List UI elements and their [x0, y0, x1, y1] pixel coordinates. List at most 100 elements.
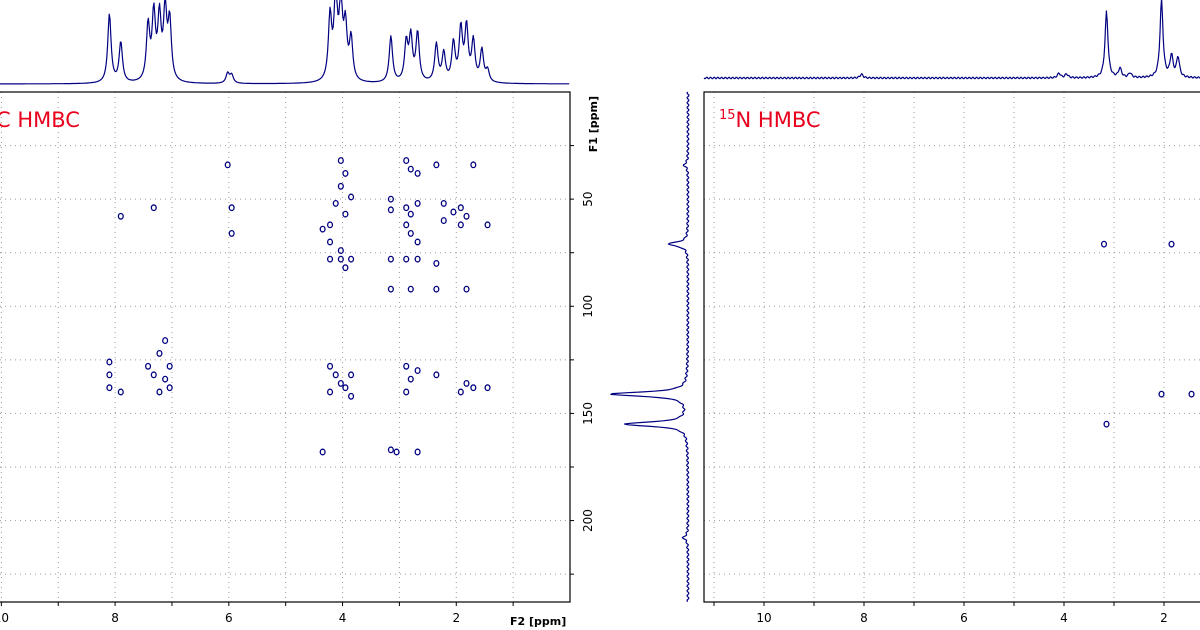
x-tick-label: 2 [452, 611, 460, 625]
cross-peak [1168, 240, 1175, 248]
y-axis-label-c: F1 [ppm] [587, 96, 600, 152]
x-tick-label: 2 [1160, 611, 1168, 625]
cross-peak [433, 371, 440, 379]
cross-peak [414, 255, 421, 263]
cross-peak [403, 204, 410, 212]
cross-peak [407, 375, 414, 383]
cross-peak [414, 199, 421, 207]
cross-peak [106, 358, 113, 366]
y-tick-label: 150 [581, 402, 595, 425]
cross-peak [319, 225, 326, 233]
cross-peak [403, 255, 410, 263]
x-axis-label-c: F2 [ppm] [510, 615, 566, 628]
cross-peak [337, 255, 344, 263]
cross-peak [407, 210, 414, 218]
cross-peak [414, 448, 421, 456]
chart-15n-hmbc: 10 8 6 4 2 15N HMBC [610, 0, 1200, 625]
cross-peak [337, 247, 344, 255]
plot-frame-n [703, 91, 1200, 603]
proton-projection-c [0, 0, 570, 85]
cross-peak [106, 384, 113, 392]
x-tick-label: 8 [111, 611, 119, 625]
cross-peak [166, 362, 173, 370]
cross-peak [1188, 390, 1195, 398]
cross-peaks-n [1100, 240, 1195, 428]
cross-peak [337, 182, 344, 190]
x-axis-n: 10 8 6 4 2 [713, 602, 1168, 625]
cross-peaks-c [106, 157, 491, 456]
cross-peak [145, 362, 152, 370]
cross-peak [440, 217, 447, 225]
cross-peak [348, 392, 355, 400]
cross-peak [387, 285, 394, 293]
cross-peak [1158, 390, 1165, 398]
cross-peak [403, 221, 410, 229]
cross-peak [162, 337, 169, 345]
cross-peak [326, 362, 334, 370]
cross-peak [326, 221, 334, 229]
cross-peak [224, 161, 231, 169]
cross-peak [387, 195, 394, 203]
cross-peak [106, 371, 113, 379]
cross-peak [117, 212, 124, 220]
cross-peak [332, 371, 339, 379]
cross-peak [393, 448, 400, 456]
cross-peak [337, 157, 344, 165]
cross-peak [228, 229, 235, 237]
chart-title-main-n: N HMBC [736, 108, 821, 132]
cross-peak [326, 238, 334, 246]
cross-peak [348, 193, 355, 201]
x-tick-label: 8 [860, 611, 868, 625]
cross-peak [433, 285, 440, 293]
x-tick-label: 4 [1060, 611, 1068, 625]
cross-peak [463, 212, 470, 220]
x-tick-label: 6 [960, 611, 968, 625]
cross-peak [342, 210, 349, 218]
cross-peak [117, 388, 124, 396]
cross-peak [342, 169, 349, 177]
plot-frame-c [0, 91, 571, 603]
x-axis-c: 10 8 6 4 2 [0, 602, 514, 625]
cross-peak [1103, 420, 1110, 428]
y-tick-label: 200 [581, 509, 595, 532]
cross-peak [457, 221, 464, 229]
cross-peak [166, 384, 173, 392]
cross-peak [326, 255, 334, 263]
cross-peak [337, 379, 344, 387]
cross-peak [407, 229, 414, 237]
cross-peak [440, 199, 447, 207]
y-tick-label: 50 [581, 192, 595, 207]
cross-peak [342, 384, 349, 392]
cross-peak [156, 388, 163, 396]
nitrogen-projection-n [610, 91, 690, 602]
cross-peak [319, 448, 326, 456]
cross-peak [150, 371, 157, 379]
grid-n [704, 92, 1200, 602]
x-tick-label: 4 [339, 611, 347, 625]
cross-peak [228, 204, 235, 212]
cross-peak [150, 204, 157, 212]
cross-peak [470, 161, 477, 169]
cross-peak [403, 157, 410, 165]
cross-peak [433, 259, 440, 267]
cross-peak [407, 285, 414, 293]
cross-peak [1100, 240, 1108, 248]
cross-peak [403, 388, 410, 396]
cross-peak [463, 379, 470, 387]
x-tick-label: 10 [0, 611, 9, 625]
cross-peak [450, 208, 457, 216]
cross-peak [156, 349, 163, 357]
cross-peak [332, 199, 339, 207]
proton-projection-n [703, 0, 1200, 80]
cross-peak [414, 169, 421, 177]
chart-title-c: C HMBC [0, 108, 80, 132]
grid-c [0, 92, 570, 602]
cross-peak [326, 388, 334, 396]
x-tick-label: 10 [756, 611, 771, 625]
cross-peak [387, 255, 394, 263]
cross-peak [433, 161, 440, 169]
cross-peak [484, 384, 491, 392]
cross-peak [470, 384, 477, 392]
cross-peak [348, 371, 355, 379]
